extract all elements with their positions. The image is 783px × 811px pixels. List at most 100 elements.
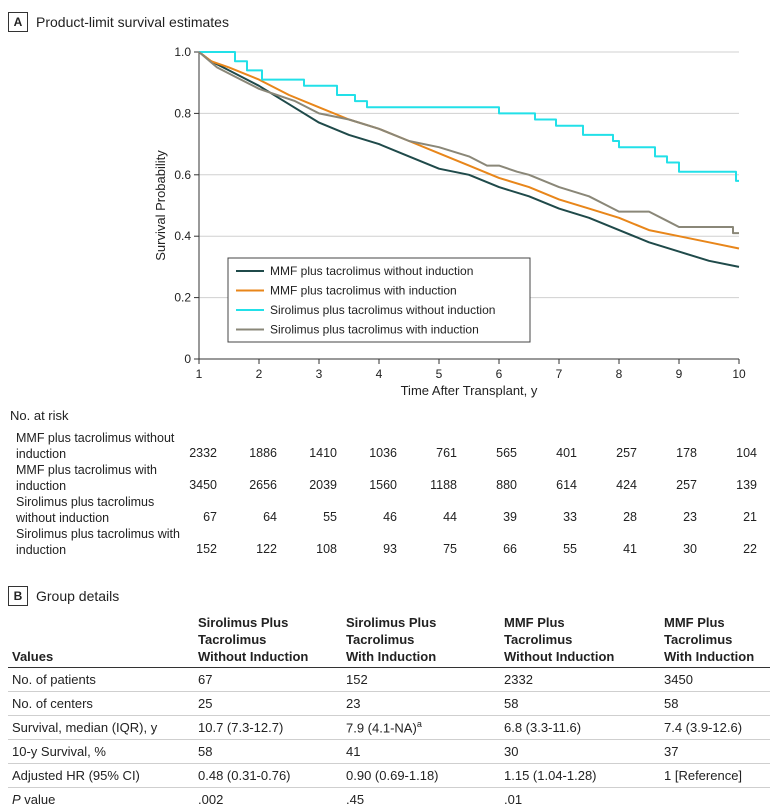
x-tick-label: 9 [676,367,683,381]
table-cell: 1.15 (1.04-1.28) [500,764,660,788]
risk-value: 139 [707,478,757,492]
table-cell: 23 [342,692,500,716]
header-line: Tacrolimus [664,631,766,648]
risk-row-label: Sirolimus plus tacrolimus without induct… [16,494,181,526]
risk-value: 424 [587,478,637,492]
risk-value: 33 [527,510,577,524]
risk-value: 614 [527,478,577,492]
panel-b-title: Group details [36,588,119,604]
legend-label-3: Sirolimus plus tacrolimus with induction [270,323,479,337]
x-tick-label: 8 [616,367,623,381]
table-cell: 10.7 (7.3-12.7) [194,716,342,740]
risk-value: 257 [587,446,637,460]
risk-value: 565 [467,446,517,460]
table-cell: 41 [342,740,500,764]
x-tick-label: 1 [196,367,203,381]
table-row: P value.002.45.01 [8,788,770,811]
y-tick-label: 1.0 [174,45,191,59]
table-cell: 6.8 (3.3-11.6) [500,716,660,740]
table-cell: 3450 [660,668,770,692]
risk-value: 1188 [407,478,457,492]
table-row: Adjusted HR (95% CI)0.48 (0.31-0.76)0.90… [8,764,770,788]
series-line-1 [199,52,739,249]
y-tick-label: 0.2 [174,291,191,305]
risk-value: 93 [347,542,397,556]
header-line: With Induction [664,648,766,665]
series-line-2 [199,52,739,181]
header-line: With Induction [346,648,496,665]
series-line-0 [199,52,739,267]
risk-value: 67 [167,510,217,524]
risk-value: 1560 [347,478,397,492]
row-label: Survival, median (IQR), y [8,716,194,740]
y-tick-label: 0 [184,352,191,366]
header-line: Tacrolimus [198,631,338,648]
legend-label-2: Sirolimus plus tacrolimus without induct… [270,303,495,317]
x-tick-label: 4 [376,367,383,381]
risk-row-label: Sirolimus plus tacrolimus with induction [16,526,181,558]
row-label: 10-y Survival, % [8,740,194,764]
risk-value: 104 [707,446,757,460]
risk-value: 178 [647,446,697,460]
table-cell: .01 [500,788,660,811]
panel-b-letter: B [8,586,28,606]
x-tick-label: 7 [556,367,563,381]
table-cell: 0.90 (0.69-1.18) [342,764,500,788]
x-tick-label: 6 [496,367,503,381]
header-line: Without Induction [504,648,656,665]
table-cell: 30 [500,740,660,764]
group-header-values: Values [8,612,194,668]
risk-value: 39 [467,510,517,524]
table-cell: 58 [500,692,660,716]
risk-value: 55 [527,542,577,556]
table-cell: 2332 [500,668,660,692]
legend-label-1: MMF plus tacrolimus with induction [270,284,457,298]
risk-value: 401 [527,446,577,460]
header-line: MMF Plus [664,614,766,631]
footnote-mark: a [417,719,422,729]
risk-value: 1036 [347,446,397,460]
risk-value: 55 [287,510,337,524]
risk-value: 30 [647,542,697,556]
x-tick-label: 5 [436,367,443,381]
risk-row-label: MMF plus tacrolimus with induction [16,462,181,494]
x-tick-label: 10 [732,367,746,381]
risk-value: 66 [467,542,517,556]
header-line: Tacrolimus [504,631,656,648]
table-cell: .45 [342,788,500,811]
table-cell: 58 [194,740,342,764]
header-line: MMF Plus [504,614,656,631]
risk-value: 75 [407,542,457,556]
risk-value: 41 [587,542,637,556]
risk-value: 108 [287,542,337,556]
risk-value: 2039 [287,478,337,492]
table-cell: 25 [194,692,342,716]
risk-value: 2332 [167,446,217,460]
risk-value: 64 [227,510,277,524]
risk-value: 257 [647,478,697,492]
risk-value: 1886 [227,446,277,460]
table-cell: 67 [194,668,342,692]
header-line: Sirolimus Plus [346,614,496,631]
header-line: Without Induction [198,648,338,665]
risk-value: 152 [167,542,217,556]
risk-table-title: No. at risk [10,408,69,423]
y-axis-label: Survival Probability [153,150,168,261]
y-tick-label: 0.6 [174,168,191,182]
risk-value: 1410 [287,446,337,460]
header-line: Tacrolimus [346,631,496,648]
table-cell: 7.4 (3.9-12.6) [660,716,770,740]
row-label: No. of patients [8,668,194,692]
table-cell: .002 [194,788,342,811]
x-axis-label: Time After Transplant, y [401,383,538,398]
risk-row-label: MMF plus tacrolimus without induction [16,430,181,462]
y-tick-label: 0.4 [174,229,191,243]
risk-value: 44 [407,510,457,524]
